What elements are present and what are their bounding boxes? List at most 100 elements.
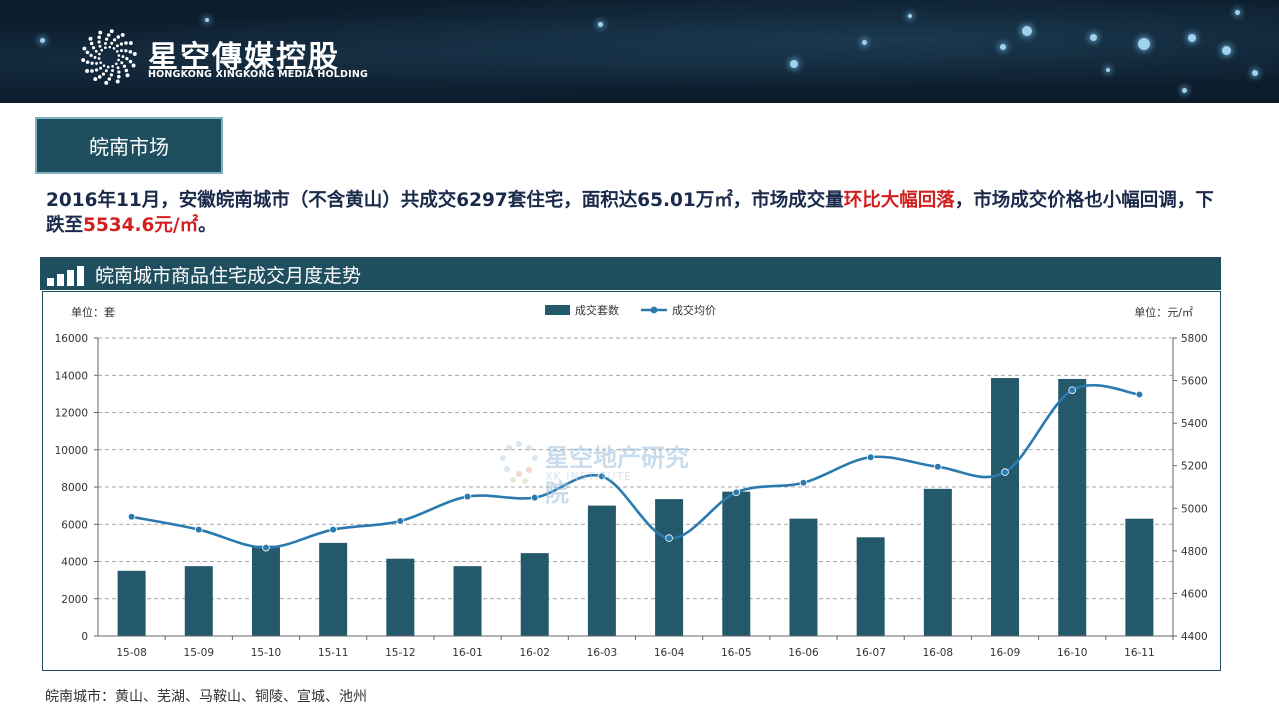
price-point xyxy=(934,462,942,471)
y-right-unit-label: 单位：元/㎡ xyxy=(1134,305,1193,319)
x-tick-label: 16-03 xyxy=(587,647,618,659)
star-dot xyxy=(1022,26,1032,36)
y-left-unit-label: 单位：套 xyxy=(71,305,115,319)
price-point xyxy=(262,543,270,552)
summary-text: 。 xyxy=(198,215,217,236)
price-point xyxy=(127,513,136,521)
star-dot xyxy=(1235,10,1240,15)
y-right-tick-label: 5600 xyxy=(1181,376,1208,388)
legend-line-marker xyxy=(650,306,658,314)
x-tick-label: 15-08 xyxy=(116,647,147,659)
x-tick-label: 16-02 xyxy=(519,647,550,659)
star-dot xyxy=(1138,38,1150,50)
x-tick-label: 15-11 xyxy=(318,647,349,659)
star-dot xyxy=(1106,68,1110,72)
price-point xyxy=(1135,390,1144,399)
y-left-tick-label: 4000 xyxy=(61,557,88,569)
x-tick-label: 15-10 xyxy=(251,647,282,659)
section-tag: 皖南市场 xyxy=(35,117,223,174)
bar xyxy=(587,505,616,636)
bar xyxy=(1058,378,1087,636)
star-dot xyxy=(862,40,867,45)
y-right-tick-label: 4600 xyxy=(1181,588,1208,600)
x-tick-label: 16-05 xyxy=(721,647,752,659)
y-left-tick-label: 10000 xyxy=(55,445,88,457)
star-dot xyxy=(598,22,603,27)
footnote: 皖南城市：黄山、芜湖、马鞍山、铜陵、宣城、池州 xyxy=(45,689,367,705)
summary-text: 2016年11月，安徽皖南城市（不含黄山）共成交6297套住宅，面积达65.01… xyxy=(46,190,844,211)
y-right-tick-label: 5000 xyxy=(1181,503,1208,515)
bar xyxy=(1125,518,1154,636)
bar-chart-icon xyxy=(47,266,84,286)
y-right-tick-label: 5400 xyxy=(1181,418,1208,430)
bar xyxy=(453,566,482,636)
bar xyxy=(722,491,751,636)
summary-highlight: 5534.6元/㎡ xyxy=(83,215,199,236)
x-tick-label: 16-11 xyxy=(1124,647,1155,659)
starburst-logo-icon xyxy=(81,29,137,85)
summary-paragraph: 2016年11月，安徽皖南城市（不含黄山）共成交6297套住宅，面积达65.01… xyxy=(46,188,1226,238)
x-tick-label: 16-06 xyxy=(788,647,819,659)
price-point xyxy=(732,488,741,497)
x-tick-label: 15-09 xyxy=(184,647,215,659)
star-dot xyxy=(1182,88,1187,93)
watermark: 星空地产研究院 XK INSTITUTE xyxy=(495,434,710,507)
price-point xyxy=(329,525,337,534)
y-left-tick-label: 2000 xyxy=(61,594,88,606)
star-dot xyxy=(790,60,798,68)
y-left-tick-label: 12000 xyxy=(55,408,88,420)
summary-text: ，市场成交价格也小幅回调，下跌至 xyxy=(46,190,1214,236)
price-point xyxy=(194,525,203,534)
combo-chart: 0 2000 4000 6000 8000 10000 12000 14000 16000 440… xyxy=(55,303,1208,659)
star-dot xyxy=(1222,46,1231,55)
chart-title-bar: 皖南城市商品住宅成交月度走势 xyxy=(40,257,1221,290)
price-point xyxy=(530,493,539,502)
x-tick-label: 16-01 xyxy=(452,647,483,659)
x-tick-label: 16-08 xyxy=(923,647,954,659)
y-left-tick-label: 0 xyxy=(81,631,88,643)
watermark-text: 星空地产研究院 xyxy=(545,444,689,507)
bar xyxy=(856,537,885,636)
star-dot xyxy=(1252,70,1258,76)
bar xyxy=(386,558,415,636)
y-left-tick-label: 8000 xyxy=(61,482,88,494)
watermark-logo-icon xyxy=(500,441,538,484)
price-point xyxy=(463,492,472,501)
bar xyxy=(117,570,146,636)
x-tick-label: 16-09 xyxy=(990,647,1021,659)
bar xyxy=(789,518,818,636)
x-tick-label: 15-12 xyxy=(385,647,416,659)
bar xyxy=(655,499,684,636)
price-point xyxy=(598,472,606,481)
star-dot xyxy=(908,14,912,18)
star-dot xyxy=(205,18,209,22)
y-left-tick-label: 14000 xyxy=(55,370,88,382)
y-left-tick-label: 16000 xyxy=(55,333,88,345)
bar xyxy=(184,566,213,636)
summary-highlight: 环比大幅回落 xyxy=(843,190,955,211)
price-point xyxy=(866,453,875,462)
bar xyxy=(923,488,952,636)
watermark-subtext: XK INSTITUTE xyxy=(545,470,633,483)
bar xyxy=(991,378,1020,636)
x-tick-label: 16-10 xyxy=(1057,647,1088,659)
logo-subtitle: HONGKONG XINGKONG MEDIA HOLDING xyxy=(148,69,368,80)
star-dot xyxy=(1090,34,1097,41)
x-tick-label: 16-07 xyxy=(855,647,886,659)
bar xyxy=(319,542,348,636)
price-point xyxy=(1001,468,1009,476)
y-right-tick-label: 5800 xyxy=(1181,333,1208,345)
y-right-tick-label: 4800 xyxy=(1181,546,1208,558)
y-left-tick-label: 6000 xyxy=(61,519,88,531)
star-dot xyxy=(1188,34,1196,42)
legend-bar-swatch xyxy=(545,305,570,315)
logo-title: 星空傳媒控股 xyxy=(148,40,340,75)
bar xyxy=(520,553,549,636)
y-right-tick-label: 5200 xyxy=(1181,461,1208,473)
price-point xyxy=(396,517,405,525)
price-point xyxy=(799,478,808,487)
legend-bar-label: 成交套数 xyxy=(575,303,619,317)
chart-frame: 0 2000 4000 6000 8000 10000 12000 14000 16000 440… xyxy=(42,291,1221,671)
y-right-tick-label: 4400 xyxy=(1181,631,1208,643)
price-point xyxy=(665,534,673,542)
